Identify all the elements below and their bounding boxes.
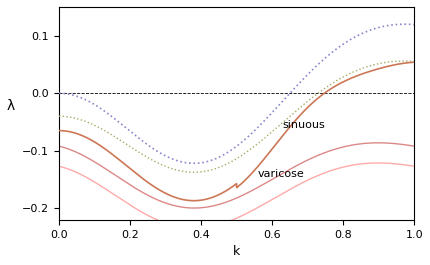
X-axis label: k: k	[233, 245, 240, 258]
Y-axis label: λ: λ	[7, 99, 15, 113]
Text: varicose: varicose	[258, 169, 305, 179]
Text: sinuous: sinuous	[283, 120, 326, 130]
